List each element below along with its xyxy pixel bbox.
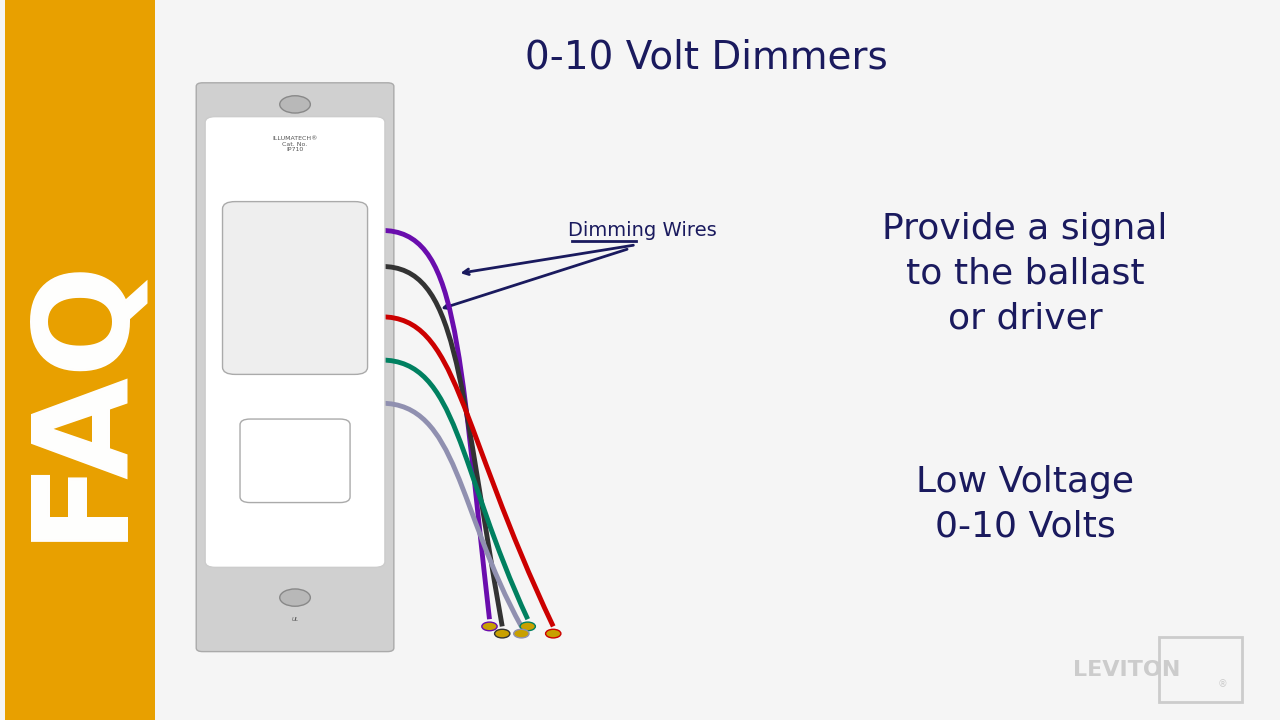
FancyBboxPatch shape [205,117,385,567]
Text: 0-10 Volt Dimmers: 0-10 Volt Dimmers [525,39,887,76]
Text: FAQ: FAQ [17,251,143,541]
Circle shape [280,96,310,113]
Text: UL: UL [292,617,298,621]
Circle shape [280,589,310,606]
FancyBboxPatch shape [241,419,349,503]
Text: LEVITON: LEVITON [1074,660,1180,680]
Circle shape [494,629,509,638]
Text: Low Voltage
0-10 Volts: Low Voltage 0-10 Volts [916,464,1134,544]
Circle shape [481,622,497,631]
Text: Dimming Wires: Dimming Wires [568,221,717,240]
Circle shape [513,629,529,638]
Circle shape [520,622,535,631]
FancyBboxPatch shape [196,83,394,652]
Bar [1158,637,1242,702]
Bar [5,0,155,720]
Text: ILLUMATECH®
Cat. No.
IP710: ILLUMATECH® Cat. No. IP710 [273,135,317,153]
Text: Provide a signal
to the ballast
or driver: Provide a signal to the ballast or drive… [882,212,1167,336]
Circle shape [545,629,561,638]
Text: ®: ® [1217,679,1228,689]
FancyBboxPatch shape [223,202,367,374]
